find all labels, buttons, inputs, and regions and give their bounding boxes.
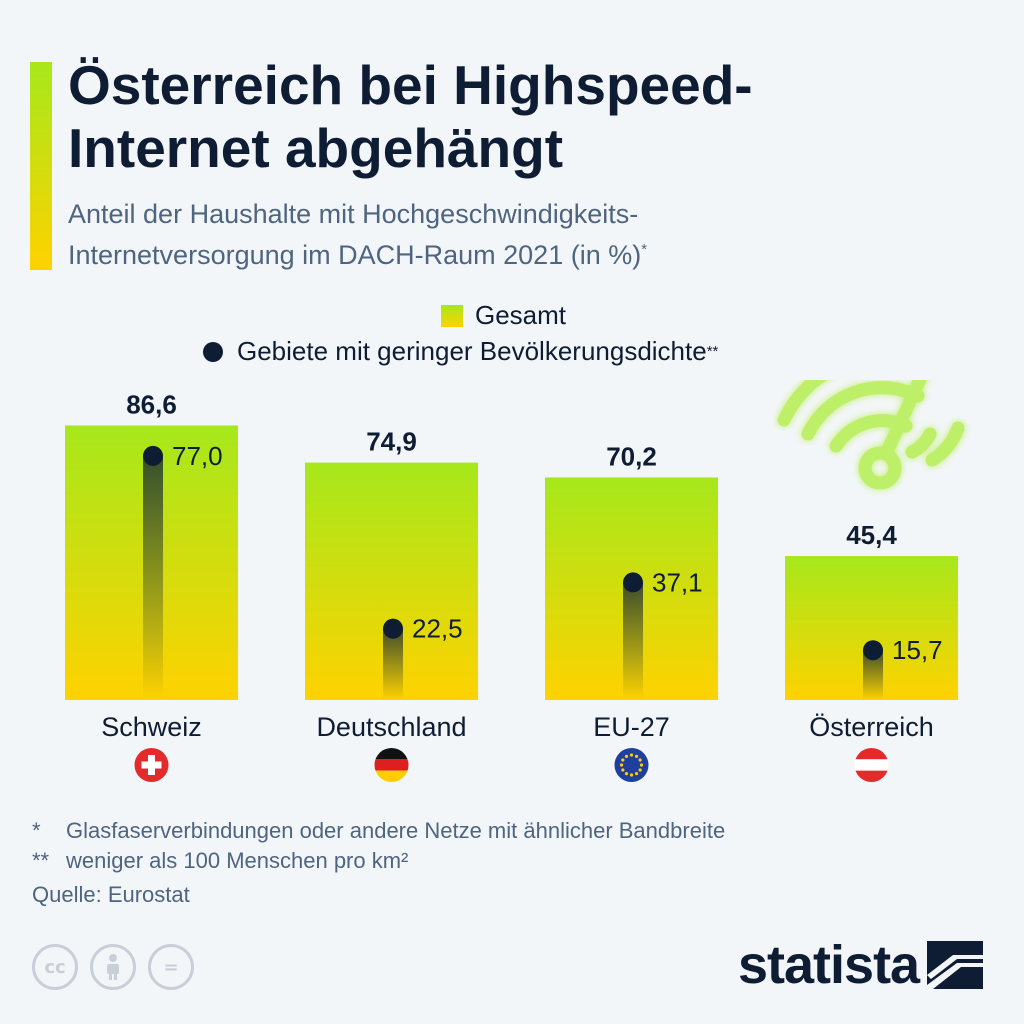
flag-stripe-gold bbox=[374, 770, 409, 782]
flag-germany-icon bbox=[374, 748, 409, 782]
dot-rural-deutschland bbox=[383, 618, 403, 639]
nd-icon-label: = bbox=[163, 956, 179, 978]
flag-star bbox=[624, 772, 629, 776]
legend-label-rural: Gebiete mit geringer Bevölkerungsdichte bbox=[237, 336, 707, 366]
subtitle-line-2-wrap: Internetversorgung im DACH-Raum 2021 (in… bbox=[68, 232, 968, 273]
flag-switzerland-icon bbox=[134, 748, 169, 782]
category-label-schweiz: Schweiz bbox=[101, 712, 202, 742]
footnote-2-mark: ** bbox=[32, 848, 50, 873]
flag-stripe-red-bottom bbox=[854, 770, 889, 782]
category-label-osterreich: Österreich bbox=[809, 712, 934, 742]
value-label-total-schweiz: 86,6 bbox=[126, 389, 177, 419]
no-derivatives-icon[interactable]: = bbox=[148, 944, 194, 990]
legend-dot-rural bbox=[203, 341, 223, 362]
title-line-1: Österreich bei Highspeed- bbox=[68, 54, 753, 116]
accent-bar bbox=[30, 62, 52, 270]
category-label-eu-27: EU-27 bbox=[593, 712, 670, 742]
page-title: Österreich bei Highspeed- Internet abgeh… bbox=[68, 54, 968, 180]
subtitle-line-1: Anteil der Haushalte mit Hochgeschwindig… bbox=[68, 199, 639, 229]
brand-name: statista bbox=[738, 935, 920, 995]
stem-rural-osterreich bbox=[863, 650, 883, 700]
legend-swatch-total bbox=[441, 304, 463, 327]
subtitle-footnote-mark: * bbox=[641, 241, 648, 258]
stem-rural-schweiz bbox=[143, 455, 163, 700]
flag-stripe-black bbox=[374, 748, 409, 760]
flag-field bbox=[614, 748, 649, 782]
flag-star bbox=[638, 758, 642, 762]
footnotes: * Glasfaserverbindungen oder andere Netze… bbox=[32, 816, 725, 876]
value-label-total-eu-27: 70,2 bbox=[606, 441, 657, 471]
dot-rural-schweiz bbox=[143, 445, 163, 466]
subtitle: Anteil der Haushalte mit Hochgeschwindig… bbox=[68, 196, 968, 273]
flag-star bbox=[629, 753, 634, 757]
flag-star bbox=[638, 768, 642, 772]
legend-item-rural: Gebiete mit geringer Bevölkerungsdichte *… bbox=[203, 336, 718, 367]
value-label-rural-schweiz: 77,0 bbox=[172, 441, 223, 471]
value-label-total-deutschland: 74,9 bbox=[366, 427, 417, 457]
footnote-1-text: Glasfaserverbindungen oder andere Netze … bbox=[66, 818, 726, 843]
flag-stripe-white bbox=[854, 759, 889, 771]
flag-star bbox=[629, 773, 634, 777]
legend-label-total: Gesamt bbox=[475, 300, 567, 330]
value-label-rural-deutschland: 22,5 bbox=[412, 614, 463, 644]
flag-stripe-red-top bbox=[854, 748, 889, 760]
dot-rural-eu-27 bbox=[623, 572, 643, 593]
flag-star bbox=[639, 763, 644, 767]
flag-star bbox=[634, 772, 639, 776]
category-label-deutschland: Deutschland bbox=[316, 712, 466, 742]
stem-rural-eu-27 bbox=[623, 582, 643, 700]
bar-chart: 86,6 77,0 Schweiz 74,9 22,5 Deutschland 70,2 37… bbox=[65, 380, 965, 782]
flag-eu-icon bbox=[614, 748, 649, 782]
flag-stripe-red bbox=[374, 759, 409, 771]
legend-item-total: Gesamt bbox=[441, 300, 566, 331]
flag-star bbox=[624, 754, 629, 758]
subtitle-line-2: Internetversorgung im DACH-Raum 2021 (in… bbox=[68, 240, 642, 270]
value-label-total-osterreich: 45,4 bbox=[846, 520, 897, 550]
license-icons: cc = bbox=[32, 944, 194, 990]
flag-star bbox=[634, 754, 639, 758]
statista-logo[interactable]: statista bbox=[738, 934, 984, 996]
flag-star bbox=[621, 768, 625, 772]
flag-austria-icon bbox=[854, 748, 889, 782]
cc-icon-label: cc bbox=[44, 956, 66, 978]
footnote-2-text: weniger als 100 Menschen pro km² bbox=[66, 848, 409, 873]
dot-rural-osterreich bbox=[863, 640, 883, 661]
stem-rural-deutschland bbox=[383, 628, 403, 700]
flag-cross-horizontal bbox=[141, 761, 162, 769]
legend-footnote-mark: ** bbox=[706, 343, 719, 360]
footnote-1-mark: * bbox=[32, 818, 41, 843]
wifi-icon bbox=[777, 380, 965, 490]
source-label: Quelle: Eurostat bbox=[32, 882, 190, 907]
attribution-icon[interactable] bbox=[90, 944, 136, 990]
value-label-rural-eu-27: 37,1 bbox=[652, 567, 703, 597]
person-glyph bbox=[107, 954, 119, 980]
flag-star bbox=[621, 758, 625, 762]
footnote-1: * Glasfaserverbindungen oder andere Netze… bbox=[32, 816, 725, 846]
flag-star bbox=[619, 763, 624, 767]
title-line-2: Internet abgehängt bbox=[68, 117, 564, 179]
cc-icon[interactable]: cc bbox=[32, 944, 78, 990]
footnote-2: ** weniger als 100 Menschen pro km² bbox=[32, 846, 725, 876]
value-label-rural-osterreich: 15,7 bbox=[892, 635, 943, 665]
statista-mark-icon bbox=[927, 941, 984, 989]
